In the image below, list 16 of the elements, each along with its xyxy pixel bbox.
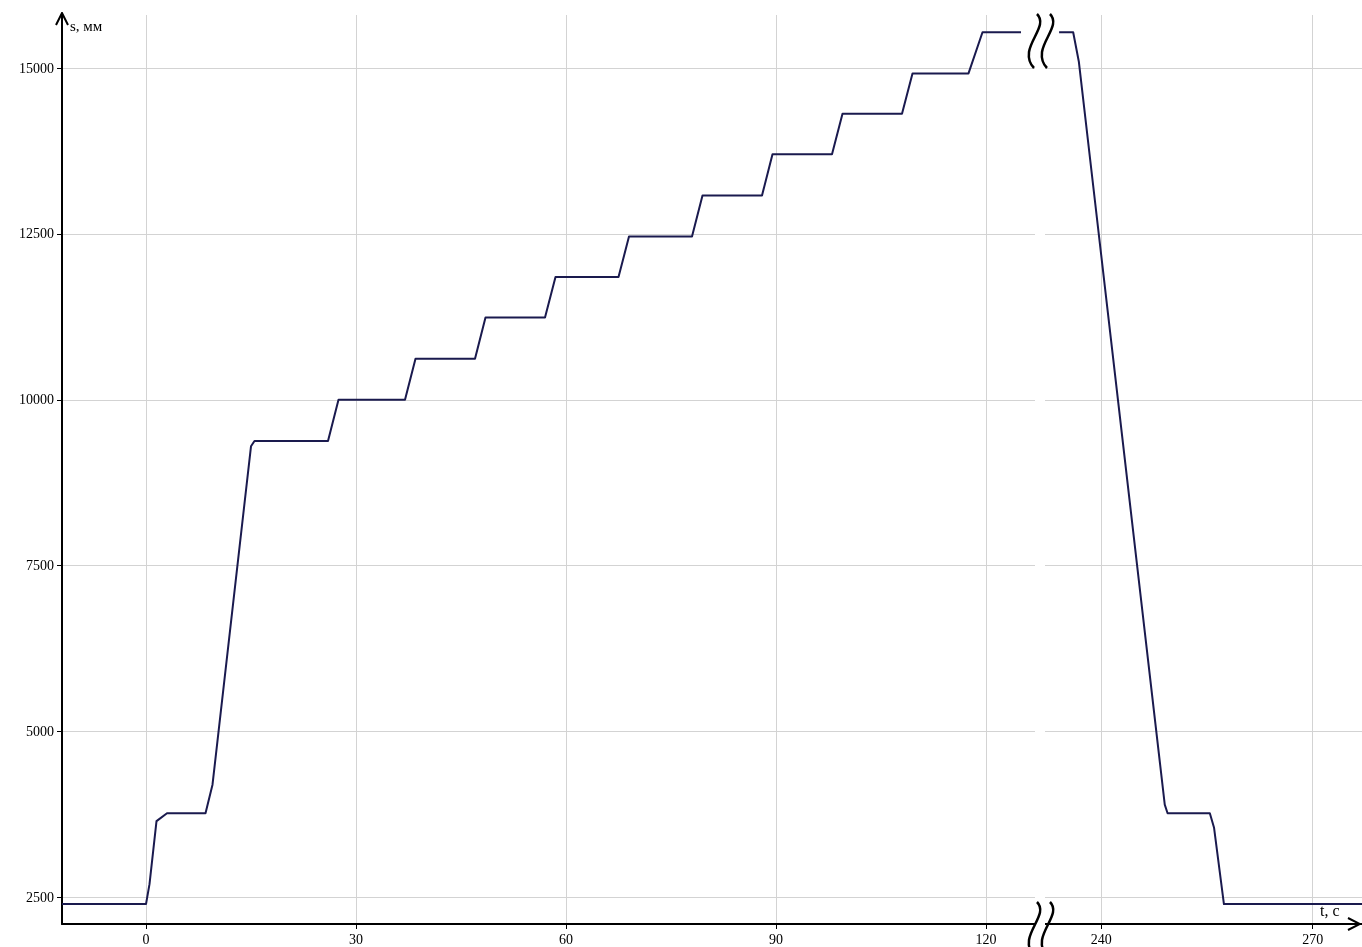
y-tick-label: 7500 (26, 558, 54, 574)
x-tick-label: 270 (1302, 931, 1324, 947)
x-axis-title: t, с (1320, 901, 1340, 919)
y-tick-label: 10000 (19, 392, 54, 408)
x-tick-label: 120 (975, 931, 997, 947)
y-tick-label: 2500 (26, 889, 54, 905)
x-tick-label: 0 (142, 931, 150, 947)
line-series (61, 31, 1022, 906)
x-tick-label: 240 (1090, 931, 1112, 947)
x-tick-label: 60 (559, 931, 573, 947)
y-axis-title: s, мм (70, 17, 103, 34)
y-tick-label: 12500 (19, 226, 54, 242)
x-tick-label: 30 (349, 931, 363, 947)
y-tick-label: 5000 (26, 724, 54, 740)
x-tick-label: 90 (769, 931, 783, 947)
y-tick-label: 15000 (19, 60, 54, 76)
